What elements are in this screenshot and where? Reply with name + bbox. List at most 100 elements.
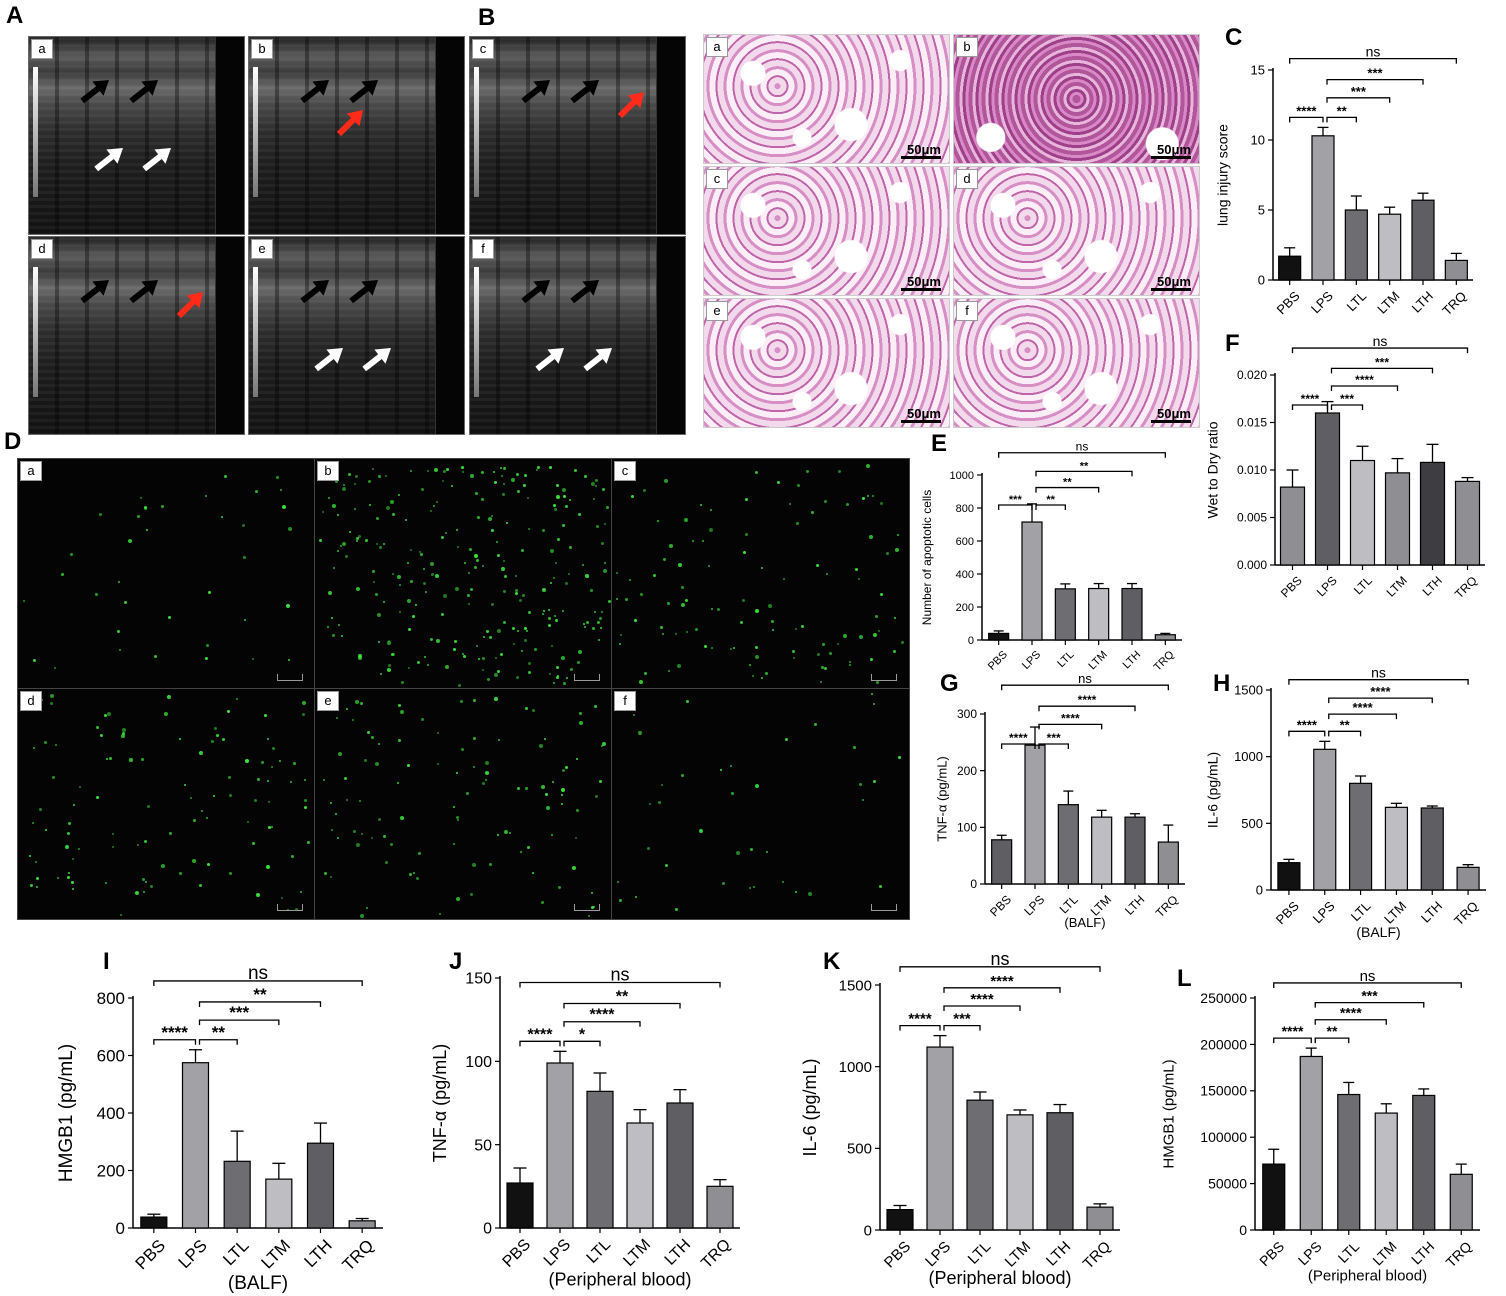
tunel-positive-dot xyxy=(484,770,489,775)
x-tick-label: LTL xyxy=(965,1238,995,1268)
significance-bracket xyxy=(563,1021,641,1027)
tunel-positive-dot xyxy=(694,628,698,632)
tunel-positive-dot xyxy=(541,613,544,615)
y-tick-label: 10 xyxy=(1251,133,1265,148)
x-tick-label: PBS xyxy=(1274,288,1303,317)
tunel-positive-dot xyxy=(496,834,499,837)
x-tick-label: LTM xyxy=(1086,649,1109,672)
ultrasound-image-d: d xyxy=(28,236,245,435)
tunel-positive-dot xyxy=(65,844,70,849)
tunel-positive-dot xyxy=(752,675,755,678)
tunel-positive-dot xyxy=(801,624,804,628)
significance-bracket xyxy=(1273,982,1462,988)
tunel-positive-dot xyxy=(472,862,477,867)
tunel-positive-dot xyxy=(556,675,560,679)
tunel-positive-dot xyxy=(854,568,858,572)
y-tick-label: 0 xyxy=(483,1221,492,1238)
tunel-positive-dot xyxy=(68,871,71,874)
tunel-positive-dot xyxy=(95,726,99,729)
bar-ltl xyxy=(1337,1093,1361,1231)
panel-label-f: F xyxy=(1225,330,1240,357)
tunel-positive-dot xyxy=(823,666,827,670)
panel-label-l: L xyxy=(1177,965,1192,992)
tunel-positive-dot xyxy=(558,885,562,889)
tunel-positive-dot xyxy=(254,798,258,802)
bar-ltm xyxy=(1088,587,1110,641)
x-tick-label: LTM xyxy=(1374,288,1402,316)
tunel-image-f: f xyxy=(611,688,910,920)
tunel-positive-dot xyxy=(376,542,379,545)
significance-bracket xyxy=(1314,1019,1387,1025)
tunel-positive-dot xyxy=(145,528,148,531)
subpanel-label: d xyxy=(20,691,42,711)
x-tick-label: LTH xyxy=(1122,892,1147,917)
subpanel-label: b xyxy=(251,39,273,59)
tunel-positive-dot xyxy=(229,794,233,798)
ultrasound-image-a: a xyxy=(28,36,245,235)
bar-ltm xyxy=(1384,806,1409,891)
significance-bracket xyxy=(1001,743,1036,749)
significance-bracket xyxy=(1330,367,1434,374)
y-tick-label: 600 xyxy=(97,1046,125,1065)
bar-lth xyxy=(306,1142,335,1229)
tunel-positive-dot xyxy=(549,465,553,469)
tunel-positive-dot xyxy=(528,662,532,666)
tunel-positive-dot xyxy=(547,609,550,612)
tunel-positive-dot xyxy=(454,587,459,592)
tunel-positive-dot xyxy=(525,629,528,632)
significance-bracket xyxy=(1035,504,1066,510)
scale-bar xyxy=(1151,156,1191,159)
tunel-positive-dot xyxy=(539,744,544,749)
x-tick-label: LTH xyxy=(1409,288,1436,315)
tunel-positive-dot xyxy=(95,796,99,800)
bar-lps xyxy=(1311,135,1335,281)
tunel-positive-dot xyxy=(336,837,339,840)
tunel-positive-dot xyxy=(776,481,780,485)
tunel-positive-dot xyxy=(354,482,357,485)
tunel-positive-dot xyxy=(169,832,173,835)
x-tick-label: LPS xyxy=(1308,288,1336,316)
tunel-positive-dot xyxy=(590,589,594,593)
tunel-positive-dot xyxy=(491,602,495,606)
tunel-positive-dot xyxy=(511,626,515,630)
tunel-positive-dot xyxy=(880,593,884,597)
tunel-positive-dot xyxy=(644,671,647,675)
tunel-positive-dot xyxy=(789,502,792,505)
x-tick-label: PBS xyxy=(1273,898,1302,927)
tunel-positive-dot xyxy=(104,882,107,885)
tunel-positive-dot xyxy=(407,667,410,670)
tunel-positive-dot xyxy=(587,914,590,917)
tunel-positive-dot xyxy=(900,641,904,645)
tunel-positive-dot xyxy=(509,831,512,834)
tunel-positive-dot xyxy=(865,463,870,468)
significance-bracket xyxy=(153,1039,197,1045)
tunel-positive-dot xyxy=(599,616,603,620)
scale-bar xyxy=(277,904,303,911)
subpanel-label: f xyxy=(472,239,494,259)
tunel-positive-dot xyxy=(226,710,230,714)
tunel-positive-dot xyxy=(457,683,461,687)
tunel-positive-dot xyxy=(582,622,585,625)
tunel-positive-dot xyxy=(494,481,498,485)
bar-trq xyxy=(1086,1206,1114,1231)
tunel-positive-dot xyxy=(475,644,478,647)
tunel-positive-dot xyxy=(398,703,402,707)
tunel-positive-dot xyxy=(581,563,584,566)
tunel-positive-dot xyxy=(496,540,499,543)
tunel-positive-dot xyxy=(699,828,704,833)
tunel-positive-dot xyxy=(356,842,361,847)
tunel-positive-dot xyxy=(415,603,418,606)
tunel-positive-dot xyxy=(415,876,419,880)
tunel-positive-dot xyxy=(146,804,150,808)
x-tick-label: LTH xyxy=(1408,1238,1437,1267)
significance-label: **** xyxy=(970,991,994,1008)
tunel-positive-dot xyxy=(575,757,578,760)
tunel-positive-dot xyxy=(867,495,870,498)
tunel-positive-dot xyxy=(376,516,380,520)
bar-lps xyxy=(1313,748,1337,891)
tunel-positive-dot xyxy=(590,482,595,487)
tunel-positive-dot xyxy=(607,600,611,604)
tunel-positive-dot xyxy=(375,593,379,597)
tunel-positive-dot xyxy=(444,664,449,669)
bar-lth xyxy=(1124,816,1146,885)
